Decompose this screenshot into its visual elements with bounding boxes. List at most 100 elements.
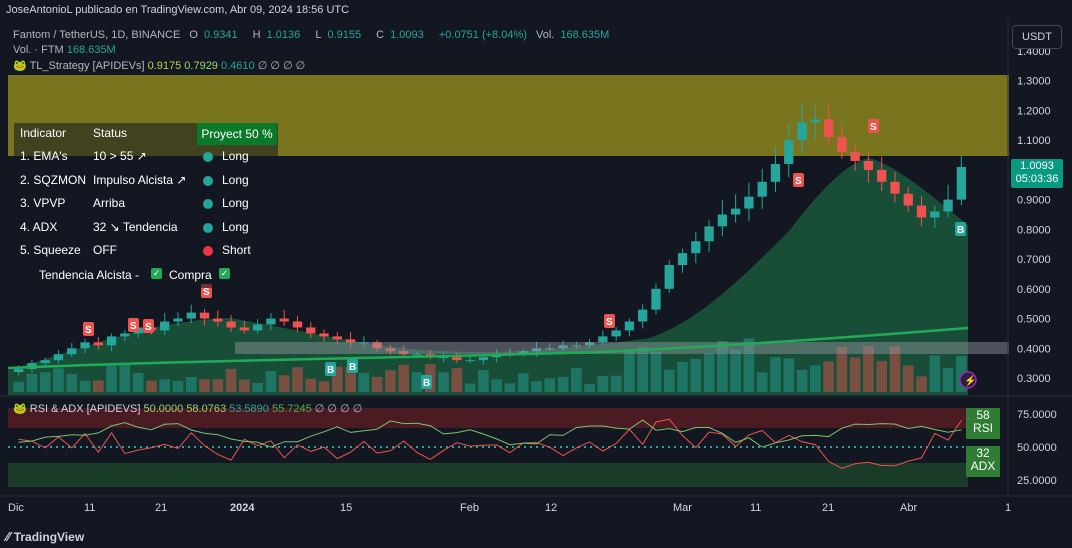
signal-dot-icon [203, 152, 213, 162]
strategy-name: TL_Strategy [APIDEVs] [29, 60, 145, 72]
volume-bar [637, 347, 649, 392]
volume-bar [796, 370, 808, 392]
row-indicator: 1. EMA's [20, 149, 68, 163]
rsi-axis: 75.0000 50.0000 25.0000 [1017, 409, 1057, 487]
tradingview-brand: TradingView [13, 530, 85, 544]
table-row: 1. EMA's 10 > 55 ↗ Long [14, 146, 278, 168]
symbol-name: Fantom / TetherUS, 1D, BINANCE [13, 29, 181, 41]
candle-body [372, 342, 382, 349]
publish-caption: JoseAntonioL publicado en TradingView.co… [6, 4, 350, 16]
volume-bar [570, 368, 582, 392]
candle-body [199, 312, 210, 319]
vol-legend: Vol. 168.635M [536, 29, 615, 41]
volume-bar [79, 380, 91, 392]
volume-bars [13, 338, 967, 392]
rsi-axis-label: 50.0000 [1017, 442, 1057, 454]
volume-bar [159, 379, 171, 392]
rsi-value-1: 50.0000 [143, 403, 184, 415]
strategy-legend[interactable]: 🐸 TL_Strategy [APIDEVs] 0.9175 0.7929 0.… [13, 59, 305, 72]
candle-body [956, 166, 967, 200]
volume-bar [385, 370, 396, 392]
adx-tag: 32 ADX [966, 446, 1000, 477]
volume-bar [39, 372, 51, 392]
bar-countdown: 05:03:36 [1015, 173, 1059, 185]
rsi-line [18, 418, 962, 470]
volume-bar [331, 366, 343, 392]
volume-bar [663, 369, 675, 392]
trend-cloud [8, 158, 968, 395]
signal-dot-icon [203, 175, 213, 186]
frog-icon: 🐸 [13, 403, 27, 415]
volume-bar [823, 361, 834, 392]
volume-bar [318, 381, 330, 392]
close-label: C [376, 29, 385, 41]
tradingview-logo-icon: ⁄⁄ [6, 529, 11, 544]
volume-bar [624, 349, 635, 392]
time-axis-label: 11 [750, 502, 761, 514]
candle-body [186, 312, 196, 319]
volume-bar [929, 355, 941, 392]
signal-marker-label: B [423, 378, 430, 389]
change-value: +0.0751 (+8.04%) [438, 29, 527, 41]
volume-bar [863, 346, 874, 392]
candle-body [13, 369, 24, 373]
volume-legend-label: Vol. · FTM [13, 44, 64, 56]
time-axis-label: 12 [545, 502, 557, 514]
volume-bar [730, 349, 741, 392]
volume-bar [172, 380, 184, 392]
time-axis-label: 15 [340, 502, 352, 514]
candle-body [930, 211, 940, 218]
adx-tag-value: 32 [976, 446, 990, 460]
volume-legend[interactable]: Vol. · FTM 168.635M [13, 44, 116, 56]
volume-bar [743, 338, 755, 392]
candle-body [120, 333, 130, 337]
candle-body [624, 321, 635, 331]
volume-bar [504, 383, 516, 392]
time-axis-label: 11 [84, 502, 95, 514]
rsi-pane-top-zone [8, 408, 968, 428]
rsi-adx-legend[interactable]: 🐸 RSI & ADX [APIDEVS] 50.0000 58.0763 53… [13, 402, 362, 415]
candle-body [810, 119, 820, 123]
frog-icon: 🐸 [13, 60, 27, 72]
volume-bar [902, 365, 914, 392]
trend-label: Tendencia Alcista - [39, 268, 140, 282]
rsi-axis-label: 25.0000 [1017, 475, 1057, 487]
time-axis-label: 1 [1005, 502, 1011, 514]
volume-bar [783, 358, 795, 392]
volume-bar [597, 375, 609, 392]
sell-signal-marker [128, 318, 139, 332]
candle-body [93, 342, 103, 346]
buy-check-icon: ✓ [219, 268, 230, 279]
table-row: 3. VPVP Arriba Long [14, 193, 278, 215]
symbol-legend[interactable]: Fantom / TetherUS, 1D, BINANCE O 0.9341 H… [13, 29, 621, 41]
candle-body [465, 360, 475, 362]
price-axis-label: 1.2000 [1017, 105, 1051, 117]
currency-button[interactable]: USDT [1012, 25, 1062, 49]
candle-body [730, 208, 741, 215]
open-label: O [189, 29, 198, 41]
price-axis-label: 0.7000 [1017, 254, 1051, 266]
high-value: 1.0136 [266, 29, 301, 41]
candle-body [545, 348, 555, 350]
signal-dot-icon [203, 246, 213, 256]
volume-bar [610, 375, 622, 392]
sell-signal-marker [868, 119, 879, 133]
volume-bar [650, 351, 662, 392]
volume-bar [212, 379, 224, 392]
volume-bar [942, 368, 954, 392]
volume-bar [544, 378, 556, 392]
vpvp-band [235, 342, 1009, 354]
volume-bar [849, 357, 861, 392]
rsi-tag-value: 58 [976, 408, 990, 422]
volume-bar [411, 372, 423, 392]
candles [13, 102, 967, 376]
tradingview-logo[interactable]: ⁄⁄ TradingView [6, 529, 84, 544]
alert-icon[interactable] [959, 371, 977, 389]
candle-body [677, 253, 688, 266]
row-status: Arriba [93, 196, 126, 210]
signal-marker-label: S [870, 122, 877, 133]
volume-bar [464, 383, 476, 392]
ohlc-high: H 1.0136 [253, 29, 307, 41]
candle-body [478, 357, 489, 361]
